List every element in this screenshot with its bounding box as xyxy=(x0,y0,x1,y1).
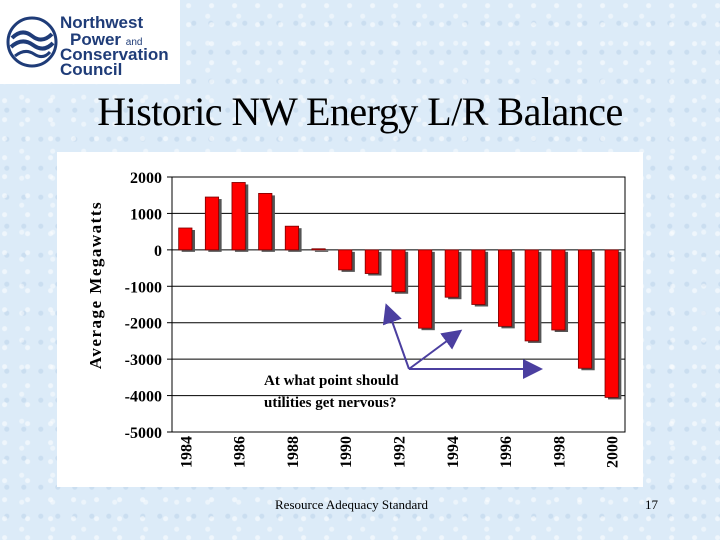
bar-1984 xyxy=(178,227,193,251)
annotation-line-2: utilities get nervous? xyxy=(264,395,397,411)
y-tick-label: 0 xyxy=(154,243,162,260)
x-tick-label: 1992 xyxy=(392,436,409,468)
page-number: 17 xyxy=(645,497,658,512)
x-tick-label: 1990 xyxy=(338,436,355,468)
x-tick-label: 1988 xyxy=(285,436,302,468)
annotation-arrow-2 xyxy=(408,329,463,370)
bar-1991 xyxy=(364,249,379,274)
logo-line-3: Conservation xyxy=(60,45,169,64)
bar-shadow xyxy=(314,250,329,252)
bar-1995 xyxy=(471,249,486,305)
bar-1997 xyxy=(524,249,539,342)
bar-1988 xyxy=(284,225,299,251)
bar-1986 xyxy=(231,182,246,251)
annotation-arrow-1 xyxy=(382,303,410,370)
page-title: Historic NW Energy L/R Balance xyxy=(97,89,623,134)
logo-line-1: Northwest xyxy=(60,13,144,32)
x-tick-label: 1994 xyxy=(445,436,462,468)
bar-1987 xyxy=(258,192,273,251)
bar-chart: 2000 1000 0 -1000 -2000 -3000 -4000 -5000 1984 1… xyxy=(86,170,626,468)
logo-line-4: Council xyxy=(60,60,123,79)
bar-1992 xyxy=(391,249,406,293)
bar-1998 xyxy=(551,249,566,331)
logo-line-2: Power and xyxy=(70,31,142,51)
bar-1996 xyxy=(498,249,513,327)
bar-1989 xyxy=(311,248,326,251)
y-tick-label: 1000 xyxy=(130,206,162,223)
footer-text: Resource Adequacy Standard xyxy=(275,497,429,512)
council-logo: Northwest Power and Conservation Council xyxy=(0,0,180,84)
x-tick-label: 1998 xyxy=(551,436,568,468)
y-tick-label: -2000 xyxy=(125,316,162,333)
chart-annotation: At what point should utilities get nervo… xyxy=(264,303,543,411)
y-tick-label: -1000 xyxy=(125,279,162,296)
bar-1993 xyxy=(418,249,433,329)
y-tick-label: -3000 xyxy=(125,352,162,369)
x-tick-label: 1984 xyxy=(178,436,195,468)
y-axis-label: Average Megawatts xyxy=(86,201,105,369)
bar-2000 xyxy=(604,249,619,398)
y-tick-label: 2000 xyxy=(130,170,162,187)
bar-1994 xyxy=(444,249,459,298)
y-tick-label: -4000 xyxy=(125,389,162,406)
bar-1985 xyxy=(204,196,220,251)
x-tick-label: 2000 xyxy=(605,436,622,468)
x-tick-label: 1986 xyxy=(232,436,249,468)
logo-line-2-small: and xyxy=(125,37,143,48)
waves-logo-icon xyxy=(6,16,58,68)
bar-1999 xyxy=(577,249,593,369)
x-tick-label: 1996 xyxy=(498,436,515,468)
chart-panel: 2000 1000 0 -1000 -2000 -3000 -4000 -5000 1984 1… xyxy=(57,152,643,487)
annotation-line-1: At what point should xyxy=(264,373,399,389)
logo-line-2-main: Power xyxy=(70,30,122,49)
y-tick-label: -5000 xyxy=(125,425,162,442)
bar-1990 xyxy=(338,249,353,271)
